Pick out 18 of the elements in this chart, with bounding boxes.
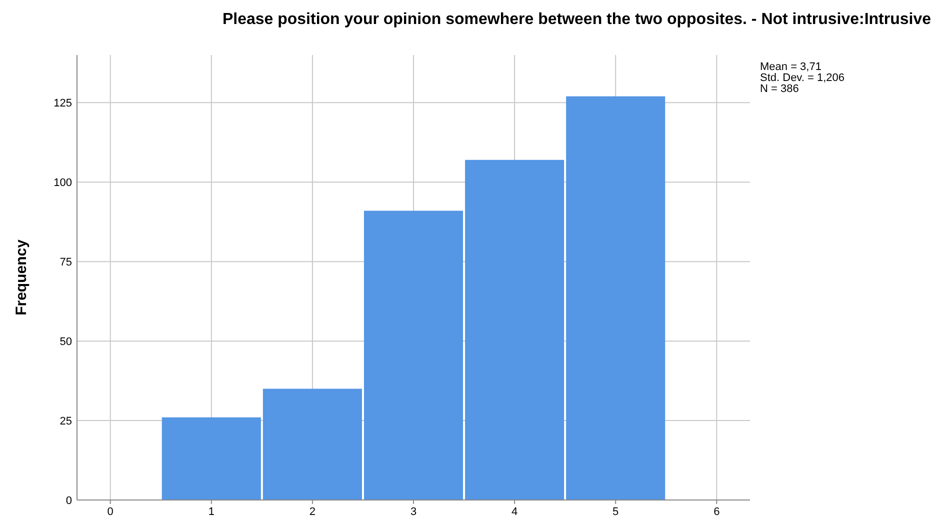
text: Mean = 3,71 xyxy=(760,61,822,73)
x-tick-label: 1 xyxy=(208,506,214,518)
text: N = 386 xyxy=(760,83,799,95)
x-tick-label: 0 xyxy=(107,506,114,518)
text: Std. Dev. = 1,206 xyxy=(760,72,844,84)
chart-title: Please position your opinion somewhere between the two opposites. - Not intrusive:Intrusive xyxy=(222,11,932,28)
x-tick-label: 2 xyxy=(309,506,316,518)
y-tick-label: 25 xyxy=(60,416,72,428)
y-tick-label: 75 xyxy=(60,256,72,269)
y-tick-label: 50 xyxy=(60,336,72,348)
y-axis-title: Frequency xyxy=(13,238,30,316)
y-tick-label: 100 xyxy=(54,177,72,190)
y-tick-label: 0 xyxy=(66,495,72,507)
y-tick-label: 125 xyxy=(54,98,72,110)
x-tick-label: 5 xyxy=(612,506,619,518)
x-tick-label: 4 xyxy=(511,506,518,518)
x-tick-label: 6 xyxy=(714,506,720,518)
x-tick-label: 3 xyxy=(410,506,417,518)
